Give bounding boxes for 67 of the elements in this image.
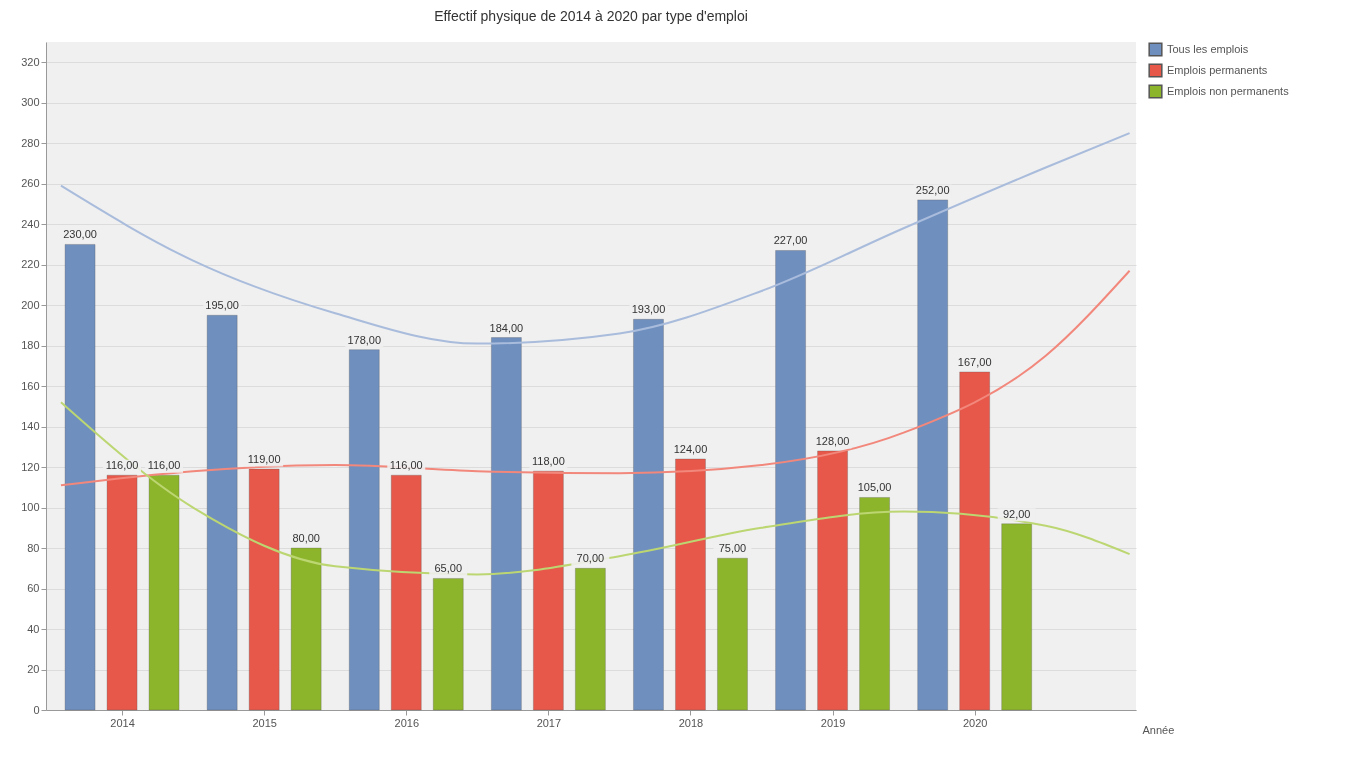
data-label: 70,00 [576,552,605,565]
y-tick-label: 300 [21,96,40,109]
x-tick-label: 2019 [820,716,846,729]
x-tick-label: 2018 [678,716,704,729]
data-label: 105,00 [857,481,892,494]
data-label: 118,00 [531,455,565,468]
data-label: 178,00 [347,333,382,346]
bar [859,497,890,711]
y-tick-label: 160 [21,379,40,392]
y-tick-label: 120 [21,460,40,473]
legend-label: Emplois non permanents [1167,84,1290,97]
legend-label: Tous les emplois [1167,42,1249,55]
bar [206,315,238,711]
data-label: 230,00 [63,228,97,241]
bar [349,349,380,711]
data-label: 75,00 [718,542,747,555]
y-tick-label: 20 [27,663,40,676]
data-label: 252,00 [915,183,950,196]
x-axis-title: Année [1142,723,1175,736]
chart-title: Effectif physique de 2014 à 2020 par type d'emploi [434,8,748,24]
bar [817,450,848,711]
bar [491,337,522,711]
bar [959,371,990,711]
y-tick-label: 220 [21,258,40,271]
y-tick-label: 100 [21,501,40,514]
x-tick-label: 2015 [252,716,277,729]
y-tick-label: 0 [33,703,40,716]
data-label: 116,00 [105,459,139,472]
bar [917,199,948,711]
y-tick-label: 200 [21,298,40,311]
bar [633,319,664,711]
data-label: 116,00 [147,459,181,472]
data-label: 195,00 [205,299,239,312]
data-label: 184,00 [489,321,524,334]
bar [775,250,806,711]
data-label: 167,00 [957,355,992,368]
bar [717,557,748,711]
legend-label: Emplois permanents [1167,63,1268,76]
bar [106,474,138,711]
x-tick-label: 2020 [962,716,988,729]
line-series [59,401,1131,576]
y-tick-label: 40 [27,622,40,635]
x-tick-label: 2014 [110,716,135,729]
data-label: 80,00 [292,532,320,545]
y-tick-label: 180 [21,339,40,352]
data-label: 128,00 [815,434,850,447]
y-tick-label: 320 [21,55,40,68]
y-tick-label: 80 [27,541,40,554]
data-label: 124,00 [673,442,708,455]
bar [391,474,422,711]
y-tick-label: 60 [27,582,40,595]
bar [533,470,564,711]
y-tick-label: 240 [21,217,40,230]
data-label: 92,00 [1002,507,1031,520]
line-series [59,132,1131,345]
bar [64,244,96,711]
data-label: 65,00 [434,562,463,575]
x-tick-label: 2017 [536,716,562,729]
data-label: 119,00 [247,453,281,466]
data-label: 193,00 [631,303,666,316]
y-tick-label: 260 [21,177,40,190]
data-label: 227,00 [773,234,808,247]
y-tick-label: 140 [21,420,40,433]
data-label: 116,00 [389,459,423,472]
y-tick-label: 280 [21,136,40,149]
x-tick-label: 2016 [394,716,420,729]
bar [675,458,706,711]
